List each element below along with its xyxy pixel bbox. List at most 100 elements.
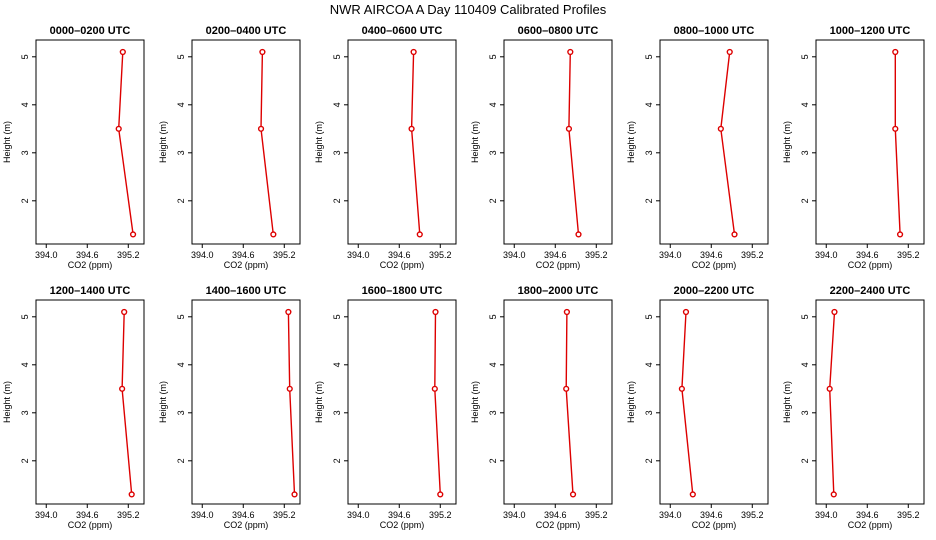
y-tick-label: 5 (644, 54, 654, 59)
plot-frame (347, 299, 457, 505)
y-tick-label: 5 (332, 54, 342, 59)
x-tick-label: 394.6 (76, 250, 99, 260)
panel-title: 0200–0400 UTC (206, 25, 287, 37)
plot-frame (503, 299, 613, 505)
figure-title: NWR AIRCOA A Day 110409 Calibrated Profi… (330, 2, 607, 17)
x-tick-label: 394.0 (815, 250, 838, 260)
x-tick-label: 394.6 (856, 510, 879, 520)
profile-panel: 0200–0400 UTC 394.0 394.6 395.2 2 3 4 5 CO2 (ppm… (158, 25, 301, 270)
x-axis-label: CO2 (ppm) (380, 260, 425, 270)
y-axis-label: Height (m) (470, 381, 480, 423)
x-tick-label: 395.2 (897, 250, 920, 260)
panel-title: 2000–2200 UTC (674, 285, 755, 297)
y-tick-label: 5 (800, 314, 810, 319)
plot-frame (815, 299, 925, 505)
x-tick-label: 394.0 (815, 510, 838, 520)
profile-line (565, 311, 574, 495)
x-tick-label: 394.0 (659, 250, 682, 260)
y-tick-label: 4 (176, 362, 186, 367)
x-tick-label: 394.0 (191, 250, 214, 260)
x-axis-label: CO2 (ppm) (692, 520, 737, 530)
data-point (826, 385, 833, 392)
y-tick-label: 4 (20, 362, 30, 367)
y-tick-label: 2 (332, 458, 342, 463)
y-axis-label: Height (m) (158, 121, 168, 163)
y-tick-label: 2 (176, 198, 186, 203)
data-point (567, 48, 574, 56)
y-tick-label: 2 (20, 458, 30, 463)
profile-line (894, 52, 901, 235)
y-tick-label: 4 (332, 102, 342, 107)
profile-panel: 0000–0200 UTC 394.0 394.6 395.2 2 3 4 5 CO2 (ppm… (2, 25, 145, 270)
x-tick-label: 394.6 (856, 250, 879, 260)
x-tick-label: 394.6 (388, 250, 411, 260)
data-point (431, 385, 438, 392)
x-tick-label: 395.2 (429, 250, 452, 260)
data-point (408, 125, 415, 132)
plot-frame (191, 299, 301, 505)
x-tick-label: 395.2 (585, 510, 608, 520)
y-tick-label: 2 (800, 198, 810, 203)
data-point (128, 491, 135, 498)
x-tick-label: 394.6 (76, 510, 99, 520)
y-tick-label: 3 (20, 150, 30, 155)
y-tick-label: 3 (176, 410, 186, 415)
x-axis-label: CO2 (ppm) (224, 260, 269, 270)
x-tick-label: 394.0 (659, 510, 682, 520)
y-tick-label: 3 (332, 150, 342, 155)
data-point (830, 491, 837, 498)
y-axis-label: Height (m) (470, 121, 480, 163)
profile-panel: 1200–1400 UTC 394.0 394.6 395.2 2 3 4 5 CO2 (ppm… (2, 285, 145, 530)
x-axis-label: CO2 (ppm) (536, 260, 581, 270)
profile-panel: 2000–2200 UTC 394.0 394.6 395.2 2 3 4 5 CO2 (ppm… (626, 285, 769, 530)
data-point (270, 231, 277, 238)
y-tick-label: 4 (488, 362, 498, 367)
profile-line (434, 311, 441, 495)
data-point (678, 385, 685, 392)
data-point (689, 491, 696, 498)
data-point (257, 125, 265, 132)
data-point (682, 308, 690, 316)
y-tick-label: 3 (176, 150, 186, 155)
plot-frame (35, 299, 145, 505)
profile-line (287, 311, 296, 495)
panel-grid: 0000–0200 UTC 394.0 394.6 395.2 2 3 4 5 CO2 (ppm… (2, 25, 925, 530)
x-tick-label: 394.6 (700, 250, 723, 260)
x-tick-label: 395.2 (741, 510, 764, 520)
data-point (575, 231, 582, 238)
data-point (285, 308, 292, 316)
panel-title: 0400–0600 UTC (362, 25, 443, 37)
data-point (291, 491, 298, 498)
x-tick-label: 395.2 (273, 510, 296, 520)
x-tick-label: 394.0 (347, 510, 370, 520)
y-tick-label: 5 (644, 314, 654, 319)
profile-line (260, 51, 274, 235)
y-tick-label: 5 (488, 314, 498, 319)
profile-line (410, 51, 421, 235)
plot-frame (659, 299, 769, 505)
y-tick-label: 5 (20, 54, 30, 59)
y-axis-label: Height (m) (782, 381, 792, 423)
y-tick-label: 2 (20, 198, 30, 203)
y-tick-label: 2 (488, 458, 498, 463)
y-tick-label: 2 (488, 198, 498, 203)
y-tick-label: 3 (644, 150, 654, 155)
data-point (892, 125, 899, 132)
y-tick-label: 5 (20, 314, 30, 319)
y-tick-label: 2 (644, 198, 654, 203)
data-point (831, 308, 838, 316)
data-point (726, 48, 733, 56)
y-axis-label: Height (m) (782, 121, 792, 163)
panel-title: 1800–2000 UTC (518, 285, 599, 297)
panel-title: 0600–0800 UTC (518, 25, 599, 37)
panel-title: 2200–2400 UTC (830, 285, 911, 297)
data-point (119, 48, 126, 56)
plot-frame (815, 39, 925, 245)
x-tick-label: 394.0 (35, 510, 58, 520)
data-point (121, 308, 128, 316)
x-tick-label: 395.2 (585, 250, 608, 260)
x-tick-label: 394.6 (232, 510, 255, 520)
x-tick-label: 394.0 (503, 510, 526, 520)
